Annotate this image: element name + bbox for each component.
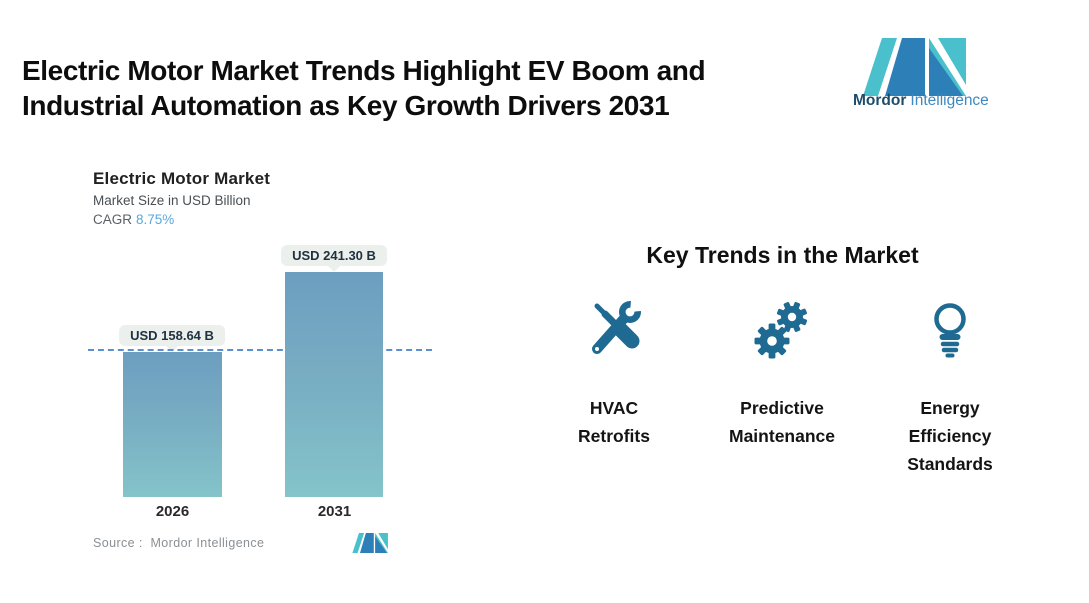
trends-heading: Key Trends in the Market (646, 242, 919, 269)
trend-row: HVAC Retrofits (530, 300, 1035, 478)
trend-label: Energy Efficiency Standards (907, 398, 993, 474)
brand-wordmark: Mordor Intelligence (853, 92, 989, 110)
axis-label-2031: 2031 (317, 503, 352, 520)
trend-item-hvac-retrofits: HVAC Retrofits (530, 300, 698, 478)
data-label-2031: USD 241.30 B (281, 245, 387, 266)
mordor-logo-mini-icon (352, 533, 388, 553)
brand-name-bold: Mordor (853, 92, 907, 109)
mordor-logo-icon (863, 38, 966, 96)
gears-icon (752, 300, 812, 362)
reference-dashed-line (88, 349, 432, 351)
axis-label-2026: 2026 (155, 503, 190, 520)
trend-item-energy-efficiency: Energy Efficiency Standards (866, 300, 1034, 478)
cagr-label: CAGR (93, 212, 133, 227)
chart-title: Electric Motor Market (93, 169, 271, 188)
chart-subtitle: Market Size in USD Billion (93, 193, 251, 208)
lightbulb-icon (920, 300, 980, 362)
cagr-value: 8.75% (136, 212, 175, 227)
trend-label: Predictive Maintenance (729, 398, 835, 446)
bar-2031 (285, 272, 383, 497)
chart-cagr: CAGR 8.75% (93, 212, 174, 227)
tools-icon (584, 300, 644, 362)
page-title-line-2: Industrial Automation as Key Growth Driv… (22, 89, 670, 121)
page-title: Electric Motor Market Trends Highlight E… (22, 53, 802, 123)
bar-2026 (123, 352, 222, 497)
trend-label: HVAC Retrofits (578, 398, 650, 446)
trend-item-predictive-maintenance: Predictive Maintenance (698, 300, 866, 478)
source-note: Source : Mordor Intelligence (93, 536, 265, 550)
page-title-line-1: Electric Motor Market Trends Highlight E… (22, 54, 706, 86)
data-label-2026: USD 158.64 B (119, 325, 225, 346)
brand-name-light: Intelligence (910, 92, 989, 109)
